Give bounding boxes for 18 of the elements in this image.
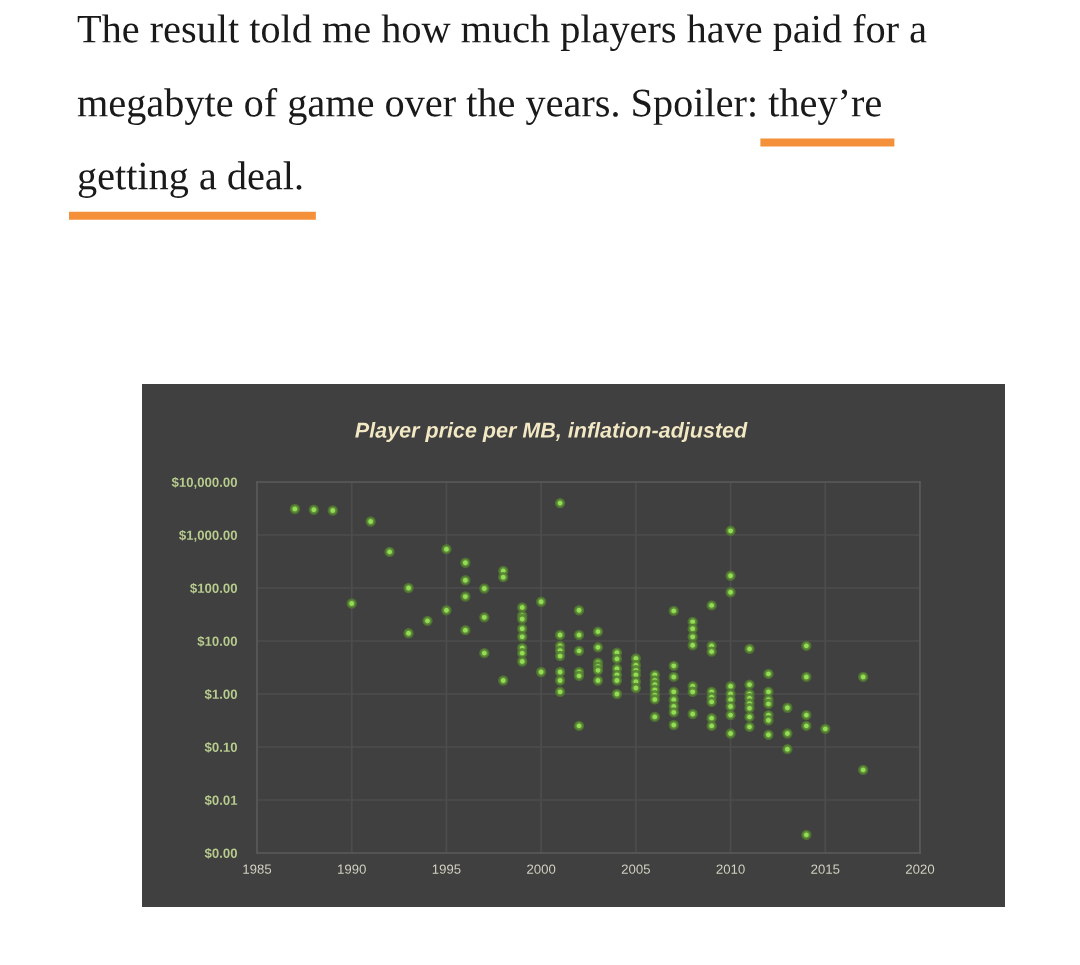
y-tick-label: $1,000.00 — [179, 529, 238, 542]
x-tick-label: 2015 — [811, 864, 840, 874]
y-tick-label: $10,000.00 — [171, 476, 238, 489]
x-tick-label: 2000 — [527, 864, 556, 874]
x-tick-label: 2010 — [716, 864, 745, 874]
y-tick-label: $0.10 — [204, 741, 238, 753]
y-tick-label: $100.00 — [190, 582, 238, 594]
chart-title: Player price per MB, inflation-adjusted — [355, 421, 748, 443]
y-tick-label: $10.00 — [197, 635, 238, 647]
y-tick-label: $1.00 — [204, 688, 238, 700]
x-tick-label: 2020 — [905, 864, 935, 874]
x-tick-label: 1990 — [338, 864, 366, 874]
x-tick-label: 1995 — [432, 864, 461, 874]
x-tick-label: 1985 — [243, 864, 272, 874]
y-tick-label: $0.01 — [204, 794, 238, 806]
text: The result told me how much players have paid for a megabyte of game over the years. Spoiler: they’re getting a deal. — [77, 14, 927, 198]
x-tick-label: 2005 — [621, 864, 650, 874]
y-tick-label: $0.00 — [204, 847, 238, 859]
